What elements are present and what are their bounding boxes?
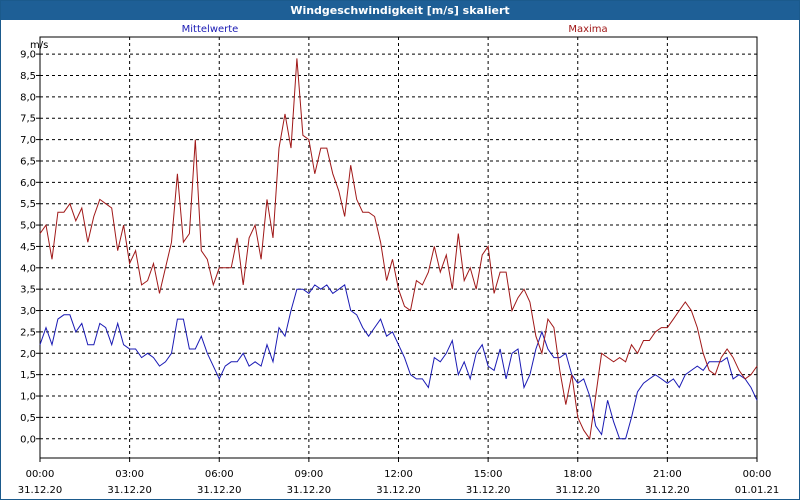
x-tick-date: 31.12.20 (287, 485, 332, 496)
series-lines (39, 58, 758, 441)
legend-mittelwerte: Mittelwerte (182, 24, 239, 35)
x-tick-date: 31.12.20 (555, 485, 600, 496)
x-tick-time: 06:00 (205, 469, 234, 480)
x-axis-ticks: 00:00 31.12.20 03:00 31.12.20 06:00 31.12.20 0… (18, 458, 780, 496)
y-tick-label: 9,0 (20, 50, 36, 61)
window-title: Windgeschwindigkeit [m/s] skaliert (1, 1, 799, 20)
series-line-maxima (39, 58, 758, 441)
x-tick-time: 00:00 (743, 469, 772, 480)
x-tick-date: 31.12.20 (645, 485, 690, 496)
y-tick-label: 5,0 (20, 221, 36, 232)
y-tick-label: 2,5 (20, 327, 36, 338)
y-tick-label: 0,0 (20, 434, 36, 445)
x-tick-date: 31.12.20 (18, 485, 63, 496)
x-tick-date: 01.01.21 (735, 485, 780, 496)
y-tick-label: 4,0 (20, 263, 36, 274)
y-tick-label: 7,5 (20, 114, 36, 125)
x-tick-time: 15:00 (474, 469, 503, 480)
y-tick-label: 4,5 (20, 242, 36, 253)
y-axis-ticks: 0,0 0,5 1,0 1,5 2,0 2,5 3,0 3,5 4,0 4,5 5,0 5,5 6,0 6… (20, 50, 40, 445)
y-axis-unit: m/s (30, 40, 48, 51)
y-tick-label: 3,5 (20, 285, 36, 296)
y-tick-label: 2,0 (20, 349, 36, 360)
x-tick-date: 31.12.20 (376, 485, 421, 496)
x-tick-date: 31.12.20 (107, 485, 152, 496)
x-tick-time: 12:00 (384, 469, 413, 480)
y-tick-label: 3,0 (20, 306, 36, 317)
legend-maxima: Maxima (568, 24, 607, 35)
x-tick-date: 31.12.20 (466, 485, 511, 496)
x-tick-time: 18:00 (563, 469, 592, 480)
y-tick-label: 1,5 (20, 370, 36, 381)
x-tick-time: 00:00 (26, 469, 55, 480)
y-tick-label: 7,0 (20, 135, 36, 146)
x-tick-date: 31.12.20 (197, 485, 242, 496)
y-tick-label: 1,0 (20, 392, 36, 403)
y-tick-label: 6,0 (20, 178, 36, 189)
y-tick-label: 0,5 (20, 413, 36, 424)
x-tick-time: 09:00 (294, 469, 323, 480)
y-tick-label: 8,5 (20, 71, 36, 82)
x-tick-time: 03:00 (115, 469, 144, 480)
x-tick-time: 21:00 (653, 469, 682, 480)
y-tick-label: 8,0 (20, 92, 36, 103)
series-line-mittelwerte (39, 284, 758, 440)
y-tick-label: 5,5 (20, 199, 36, 210)
y-tick-label: 6,5 (20, 156, 36, 167)
